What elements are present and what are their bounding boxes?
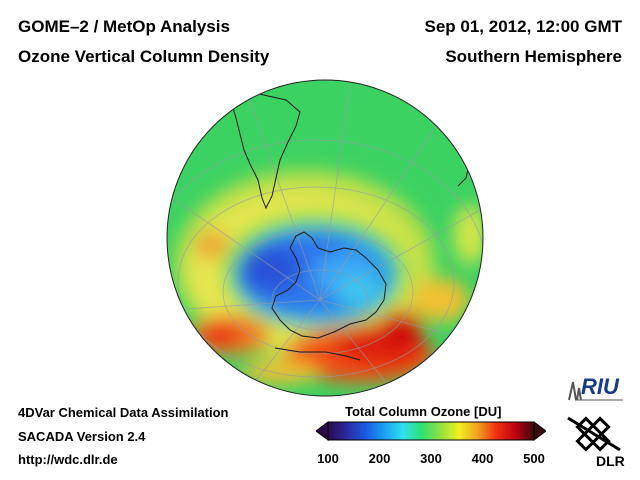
ozone-globe-map	[166, 79, 484, 397]
colorbar-tick-400: 400	[471, 451, 494, 466]
colorbar-tick-500: 500	[523, 451, 545, 466]
title-right: Sep 01, 2012, 12:00 GMT	[424, 17, 623, 36]
graticule	[167, 84, 483, 396]
colorbar-tick-300: 300	[420, 451, 442, 466]
subtitle-left: Ozone Vertical Column Density	[18, 47, 270, 66]
title-left: GOME–2 / MetOp Analysis	[18, 17, 230, 36]
australia-coast	[274, 347, 361, 361]
footer-url: http://wdc.dlr.de	[18, 452, 118, 467]
colorbar-high-arrow	[533, 421, 546, 441]
dlr-logo: DLR	[567, 416, 625, 469]
colorbar-tick-100: 100	[317, 451, 339, 466]
colorbar-title: Total Column Ozone [DU]	[345, 404, 502, 419]
svg-text:RIU: RIU	[581, 374, 620, 399]
south-america-coast	[229, 91, 301, 210]
antarctica-coast	[271, 231, 387, 339]
ozone-field	[175, 170, 483, 384]
colorbar	[316, 421, 546, 441]
colorbar-tick-200: 200	[368, 451, 391, 466]
footer-line-2: SACADA Version 2.4	[18, 429, 146, 444]
riu-logo: RIU	[568, 374, 623, 401]
colorbar-scale	[327, 421, 535, 441]
colorbar-low-arrow	[316, 421, 329, 441]
subtitle-right: Southern Hemisphere	[445, 47, 622, 66]
globe-outline	[166, 79, 484, 397]
svg-text:DLR: DLR	[596, 453, 625, 469]
footer-line-1: 4DVar Chemical Data Assimilation	[18, 405, 229, 420]
